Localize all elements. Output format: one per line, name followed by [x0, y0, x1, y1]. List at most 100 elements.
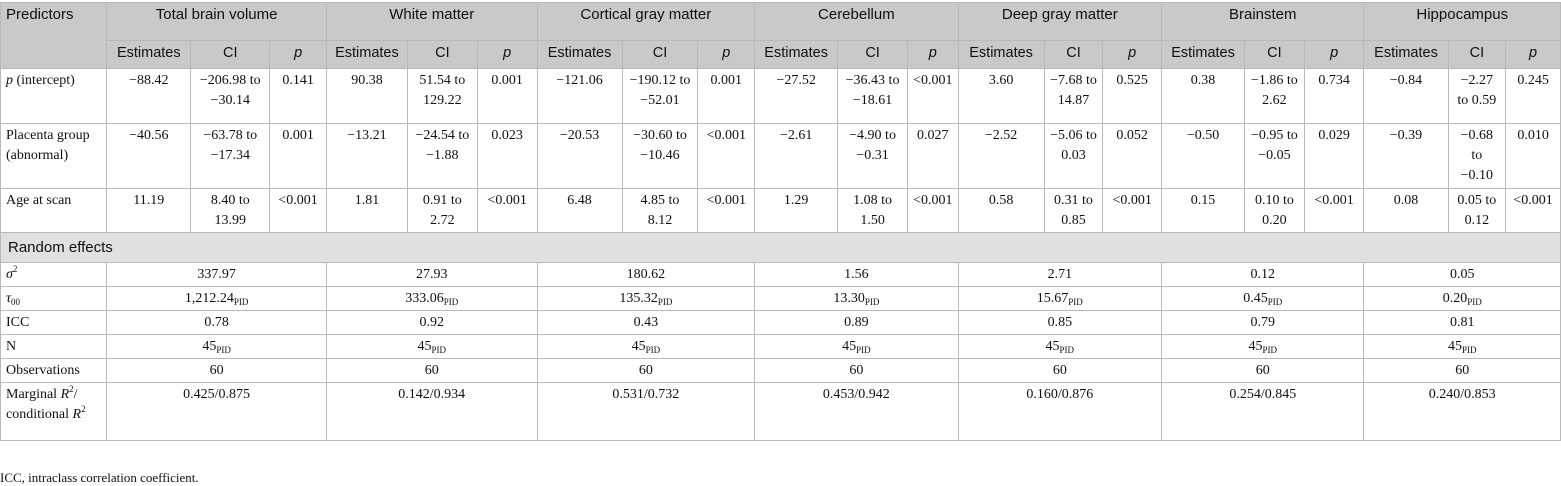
tau-subscript: 00 — [11, 297, 21, 307]
subheader-p: p — [1303, 40, 1365, 69]
value-text: 45 — [202, 339, 217, 354]
value-text: 0.254/0.845 — [1229, 387, 1297, 402]
cell-ci: −4.90 to −0.31 — [837, 123, 908, 189]
value-text: 60 — [1455, 363, 1470, 378]
cell-ci: −24.54 to −1.88 — [406, 123, 478, 189]
cell-p-value: <0.001 — [476, 188, 538, 233]
cell-ci: 0.05 to 0.12 — [1447, 188, 1507, 233]
random-effect-row-icc: ICC 0.78 0.92 0.43 0.89 0.85 0.79 0.81 — [0, 310, 1561, 335]
row-label: Observations — [0, 358, 108, 383]
r2-superscript-2: 2 — [81, 404, 86, 414]
subheader-estimates: Estimates — [1363, 40, 1449, 69]
n-label: N — [6, 339, 17, 354]
cell-value: 27.93 — [325, 262, 538, 287]
cell-value: 0.160/0.876 — [957, 382, 1163, 441]
value-text: 0.89 — [844, 315, 869, 330]
cell-value: 0.85 — [957, 310, 1163, 335]
group-header: Hippocampus — [1363, 2, 1561, 41]
value-text: 333.06 — [405, 291, 444, 306]
cell-value: 0.43 — [536, 310, 756, 335]
subheader-p: p — [1102, 40, 1163, 69]
cell-estimate: 6.48 — [536, 188, 623, 233]
value-text: 45 — [1045, 339, 1060, 354]
subheader-ci: CI — [406, 40, 478, 69]
cell-estimate: −0.50 — [1161, 123, 1246, 189]
cell-ci: −63.78 to −17.34 — [190, 123, 271, 189]
subheader-estimates: Estimates — [957, 40, 1045, 69]
value-text: 60 — [1255, 363, 1270, 378]
cell-estimate: 11.19 — [106, 188, 192, 233]
cell-value: 0.81 — [1363, 310, 1561, 335]
observations-label: Observations — [6, 363, 80, 378]
age-label: Age at scan — [6, 193, 72, 208]
cell-estimate: −0.84 — [1363, 68, 1449, 124]
value-text: 13.30 — [833, 291, 865, 306]
cell-value: 60 — [754, 358, 959, 383]
value-text: 15.67 — [1036, 291, 1069, 306]
cell-ci: 0.10 to 0.20 — [1244, 188, 1305, 233]
random-effect-row-sigma: σ2 337.97 27.93 180.62 1.56 2.71 0.12 0.05 — [0, 262, 1561, 287]
placenta-label: Placenta group (abnormal) — [6, 128, 90, 163]
intercept-label-italic: p — [6, 73, 13, 88]
row-label: σ2 — [0, 262, 108, 287]
cell-value: 0.05 — [1363, 262, 1561, 287]
subscript: PID — [216, 345, 231, 355]
value-text: 0.240/0.853 — [1428, 387, 1496, 402]
cell-value: 0.45PID — [1161, 286, 1365, 311]
value-text: 0.453/0.942 — [822, 387, 890, 402]
cell-estimate: 0.58 — [957, 188, 1045, 233]
subscript: PID — [1461, 345, 1477, 355]
value-text: 0.05 — [1449, 267, 1475, 282]
value-text: 60 — [849, 363, 864, 378]
cell-value: 0.12 — [1161, 262, 1365, 287]
row-label: p (intercept) — [0, 68, 108, 124]
value-text: 60 — [209, 363, 224, 378]
cell-ci: −36.43 to −18.61 — [837, 68, 908, 124]
value-text: 0.531/0.732 — [612, 387, 680, 402]
cell-estimate: −13.21 — [325, 123, 408, 189]
cell-value: 337.97 — [106, 262, 327, 287]
cell-value: 45PID — [1161, 334, 1365, 359]
r2-label-a: Marginal — [6, 387, 61, 402]
cell-ci: −1.86 to 2.62 — [1244, 68, 1305, 124]
cell-ci: 0.91 to 2.72 — [406, 188, 478, 233]
tau-symbol: τ — [6, 291, 12, 306]
cell-estimate: −2.61 — [754, 123, 839, 189]
cell-value: 45PID — [106, 334, 327, 359]
cell-value: 60 — [1363, 358, 1561, 383]
cell-p-value: 0.029 — [1303, 123, 1365, 189]
cell-ci: 1.08 to 1.50 — [837, 188, 908, 233]
subheader-ci: CI — [1447, 40, 1507, 69]
random-effect-row-observations: Observations 60 60 60 60 60 60 60 — [0, 358, 1561, 383]
row-label-text: σ2 — [6, 265, 17, 283]
cell-estimate: −20.53 — [536, 123, 623, 189]
value-text: 0.43 — [633, 315, 659, 330]
value-text: 27.93 — [415, 267, 448, 282]
results-table: Predictors Total brain volume White matte… — [0, 2, 1561, 441]
value-text: 45 — [417, 339, 432, 354]
cell-p-value: <0.001 — [697, 188, 756, 233]
random-effects-title: Random effects — [0, 232, 1561, 263]
cell-value: 45PID — [1363, 334, 1561, 359]
cell-value: 45PID — [536, 334, 756, 359]
cell-value: 2.71 — [957, 262, 1163, 287]
cell-value: 45PID — [957, 334, 1163, 359]
cell-p-value: 0.245 — [1505, 68, 1561, 124]
r2-symbol-2: R — [72, 407, 82, 422]
cell-value: 0.92 — [325, 310, 538, 335]
random-effects-section: Random effects — [0, 232, 1561, 263]
subscript: PID — [233, 297, 249, 307]
cell-value: 15.67PID — [957, 286, 1163, 311]
value-text: 0.78 — [204, 315, 229, 330]
subheader-ci: CI — [190, 40, 271, 69]
subheader-p: p — [906, 40, 959, 69]
cell-p-value: <0.001 — [906, 188, 959, 233]
cell-p-value: 0.734 — [1303, 68, 1365, 124]
subheader-ci: CI — [1043, 40, 1104, 69]
value-text: 0.425/0.875 — [183, 387, 251, 402]
predictor-row-intercept: p (intercept) −88.42 −206.98 to −30.14 0.14… — [0, 68, 1561, 124]
predictor-row-placenta: Placenta group (abnormal) −40.56 −63.78 to… — [0, 123, 1561, 189]
cell-ci: −0.95 to −0.05 — [1244, 123, 1305, 189]
value-text: 337.97 — [197, 267, 236, 282]
subheader-p: p — [697, 40, 756, 69]
